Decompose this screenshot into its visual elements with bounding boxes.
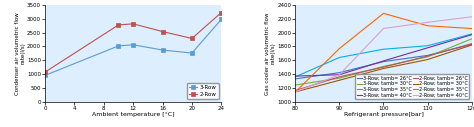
2-Row; tamb= 26°C: [292, 90, 298, 91]
2-Row; tamb= 35°C: [292, 91, 298, 93]
3-Row; tamb= 30°C: [425, 56, 430, 58]
2-Row: [130, 23, 136, 25]
3-Row; tamb= 26°C: [469, 44, 474, 45]
2-Row; tamb= 30°C: [381, 68, 386, 69]
3-Row; tamb= 40°C: [469, 34, 474, 35]
2-Row; tamb= 35°C: [381, 13, 386, 14]
3-Row; tamb= 26°C: [292, 78, 298, 80]
Line: 3-Row; tamb= 26°C: 3-Row; tamb= 26°C: [295, 44, 472, 79]
Line: 3-Row: 3-Row: [43, 18, 223, 77]
X-axis label: Refrigerant pressure[bar]: Refrigerant pressure[bar]: [344, 112, 423, 117]
3-Row; tamb= 35°C: [381, 48, 386, 50]
3-Row: [219, 19, 224, 20]
3-Row; tamb= 30°C: [337, 77, 342, 79]
Y-axis label: Gas cooler air volumetric flow
rate(l/s): Gas cooler air volumetric flow rate(l/s): [265, 12, 276, 95]
Line: 2-Row; tamb= 40°C: 2-Row; tamb= 40°C: [295, 17, 472, 92]
2-Row; tamb= 26°C: [469, 43, 474, 44]
2-Row; tamb= 40°C: [337, 74, 342, 75]
3-Row; tamb= 40°C: [292, 75, 298, 77]
2-Row; tamb= 40°C: [425, 22, 430, 23]
3-Row; tamb= 26°C: [425, 55, 430, 56]
2-Row; tamb= 35°C: [425, 25, 430, 27]
2-Row: [189, 38, 195, 39]
2-Row; tamb= 40°C: [292, 91, 298, 93]
3-Row: [189, 52, 195, 54]
2-Row; tamb= 35°C: [469, 28, 474, 29]
3-Row; tamb= 26°C: [381, 61, 386, 62]
2-Row; tamb= 26°C: [381, 66, 386, 68]
2-Row; tamb= 40°C: [381, 28, 386, 29]
2-Row; tamb= 35°C: [337, 48, 342, 49]
Line: 2-Row; tamb= 30°C: 2-Row; tamb= 30°C: [295, 45, 472, 92]
2-Row; tamb= 30°C: [337, 80, 342, 81]
2-Row; tamb= 30°C: [292, 91, 298, 93]
2-Row; tamb= 26°C: [337, 76, 342, 78]
3-Row; tamb= 30°C: [381, 66, 386, 67]
Legend: 3-Row; tamb= 26°C, 3-Row; tamb= 30°C, 3-Row; tamb= 35°C, 3-Row; tamb= 40°C, 2-Ro: 3-Row; tamb= 26°C, 3-Row; tamb= 30°C, 3-…: [356, 74, 469, 99]
Line: 3-Row; tamb= 40°C: 3-Row; tamb= 40°C: [295, 35, 472, 76]
3-Row; tamb= 35°C: [425, 45, 430, 46]
Legend: 3-Row, 2-Row: 3-Row, 2-Row: [187, 83, 219, 99]
3-Row; tamb= 26°C: [337, 72, 342, 73]
Line: 2-Row: 2-Row: [43, 11, 223, 74]
3-Row: [116, 45, 121, 47]
3-Row: [130, 44, 136, 46]
2-Row; tamb= 40°C: [469, 16, 474, 18]
Y-axis label: Condenser air volumetric flow
rate(l/s): Condenser air volumetric flow rate(l/s): [15, 12, 26, 95]
Line: 2-Row; tamb= 35°C: 2-Row; tamb= 35°C: [295, 13, 472, 92]
Line: 3-Row; tamb= 35°C: 3-Row; tamb= 35°C: [295, 34, 472, 77]
Line: 3-Row; tamb= 30°C: 3-Row; tamb= 30°C: [295, 39, 472, 85]
3-Row; tamb= 35°C: [469, 33, 474, 35]
3-Row; tamb= 30°C: [292, 84, 298, 86]
X-axis label: Ambient temperature [°C]: Ambient temperature [°C]: [92, 112, 174, 117]
3-Row: [160, 49, 165, 51]
2-Row: [219, 12, 224, 13]
3-Row: [42, 75, 48, 76]
Line: 2-Row; tamb= 26°C: 2-Row; tamb= 26°C: [295, 44, 472, 91]
3-Row; tamb= 35°C: [337, 57, 342, 58]
2-Row: [42, 71, 48, 73]
3-Row; tamb= 30°C: [469, 38, 474, 40]
2-Row; tamb= 26°C: [425, 55, 430, 57]
3-Row; tamb= 35°C: [292, 76, 298, 78]
3-Row; tamb= 40°C: [381, 60, 386, 62]
3-Row; tamb= 40°C: [337, 74, 342, 75]
2-Row; tamb= 30°C: [469, 44, 474, 46]
2-Row: [160, 31, 165, 32]
3-Row; tamb= 40°C: [425, 47, 430, 49]
2-Row; tamb= 30°C: [425, 59, 430, 60]
2-Row: [116, 24, 121, 26]
